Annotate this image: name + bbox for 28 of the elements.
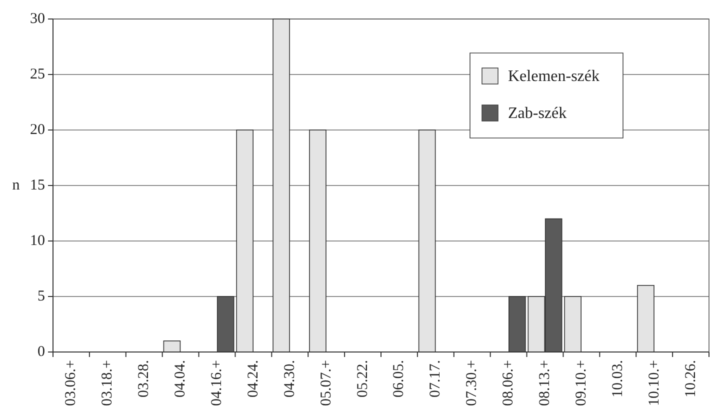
x-tick-label: 03.28.: [136, 360, 152, 398]
x-tick-label: 07.17.: [428, 360, 444, 398]
x-tick-label: 10.26.: [682, 360, 699, 398]
x-tick-label: 03.06.+: [63, 360, 80, 406]
y-tick-label: 30: [30, 11, 45, 27]
y-tick-label: 5: [38, 288, 45, 304]
x-tick-label: 09.10.+: [573, 360, 590, 406]
x-tick-label: 05.07.+: [318, 360, 334, 406]
x-tick-label: 06.05.: [391, 360, 408, 398]
x-tick-label: 03.18.+: [100, 360, 116, 406]
x-tick-label: 05.22.: [354, 360, 371, 398]
y-tick-label: 10: [30, 233, 45, 249]
x-tick-label: 08.13.+: [537, 360, 553, 406]
legend-label: Kelemen-szék: [508, 68, 600, 84]
y-axis-title: n: [12, 178, 20, 194]
x-tick-label: 04.16.+: [209, 360, 225, 406]
x-tick-label: 04.04.: [172, 360, 189, 398]
x-tick-label: 04.24.: [245, 360, 262, 398]
x-tick-label: 08.06.+: [500, 360, 517, 406]
y-tick-label: 15: [30, 178, 45, 194]
x-tick-label: 04.30.: [282, 360, 298, 398]
x-tick-label: 10.03.: [610, 360, 626, 398]
y-tick-label: 20: [30, 122, 45, 138]
y-tick-label: 0: [38, 344, 45, 360]
x-tick-label: 10.10.+: [646, 360, 662, 406]
y-tick-label: 25: [30, 66, 45, 82]
legend-label: Zab-szék: [508, 104, 567, 122]
x-tick-label: 07.30.+: [464, 360, 480, 406]
